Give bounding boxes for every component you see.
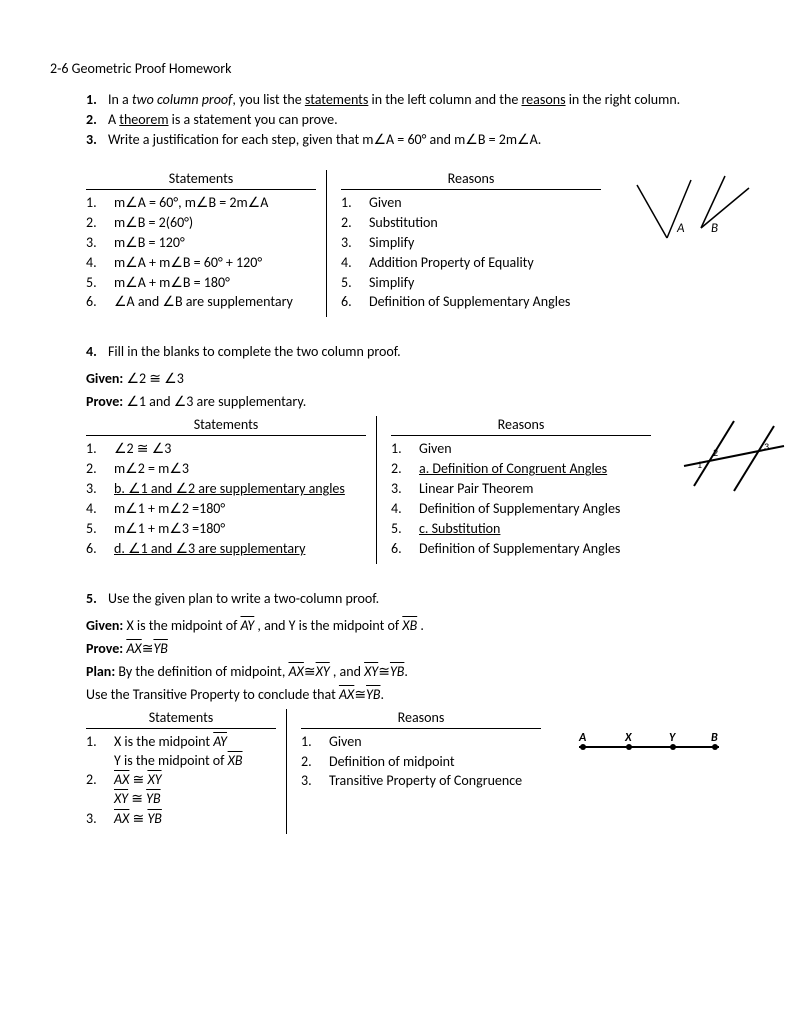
svg-text:Y: Y <box>669 731 676 745</box>
table-row: 6.Definition of Supplementary Angles <box>391 540 651 559</box>
table-row: 5.c. Substitution <box>391 520 651 539</box>
table-row: 1.∠2 ≅ ∠3 <box>86 440 366 459</box>
q4-prove: ∠1 and ∠3 are supplementary. <box>126 393 306 410</box>
table-row: 6.∠A and ∠B are supplementary <box>86 293 316 312</box>
q5-prove-label: Prove: <box>86 640 123 657</box>
q4-given: ∠2 ≅ ∠3 <box>126 370 183 387</box>
table-row: 2.AX ≅ XYXY ≅ YB <box>86 771 276 809</box>
intro-list: 1.In a two column proof, you list the st… <box>86 91 741 148</box>
svg-text:2: 2 <box>713 446 718 459</box>
q5-stmt-header: Statements <box>86 709 276 729</box>
q5-plan2: Use the Transitive Property to conclude … <box>86 686 384 703</box>
table-row: 4.Addition Property of Equality <box>341 254 601 273</box>
table-row: 1.Given <box>341 194 601 213</box>
svg-text:A: A <box>676 221 685 236</box>
angle-diagram-ab: A B <box>629 170 759 260</box>
svg-text:3: 3 <box>764 440 769 453</box>
table-row: 3.m∠B = 120° <box>86 234 316 253</box>
segment-diagram-axyb: A X Y B <box>569 729 729 769</box>
q3-reason-header: Reasons <box>341 170 601 190</box>
q5-prove: AX≅YB <box>126 640 168 657</box>
intersecting-lines-diagram: 1 2 3 <box>679 416 789 496</box>
q4-prove-label: Prove: <box>86 393 123 410</box>
page-title: 2-6 Geometric Proof Homework <box>50 60 741 77</box>
table-row: 1.Given <box>301 733 541 752</box>
table-row: 2.Substitution <box>341 214 601 233</box>
table-row: 5.Simplify <box>341 274 601 293</box>
q4-given-label: Given: <box>86 370 123 387</box>
table-row: 5.m∠1 + m∠3 =180° <box>86 520 366 539</box>
q4-stmt-header: Statements <box>86 416 366 436</box>
q4-reason-header: Reasons <box>391 416 651 436</box>
table-row: 2.m∠B = 2(60°) <box>86 214 316 233</box>
table-row: 6.Definition of Supplementary Angles <box>341 293 601 312</box>
q5-lead-text: Use the given plan to write a two-column… <box>108 590 379 607</box>
q5-reason-header: Reasons <box>301 709 541 729</box>
svg-text:A: A <box>578 731 587 745</box>
q5-given: X is the midpoint of AY , and Y is the m… <box>126 617 423 634</box>
table-row: 4.Definition of Supplementary Angles <box>391 500 651 519</box>
q5-plan: By the definition of midpoint, AX≅XY , a… <box>118 663 408 680</box>
table-row: 4.m∠1 + m∠2 =180° <box>86 500 366 519</box>
table-row: 3.b. ∠1 and ∠2 are supplementary angles <box>86 480 366 499</box>
svg-text:B: B <box>711 731 718 745</box>
table-row: 4.m∠A + m∠B = 60° + 120° <box>86 254 316 273</box>
q3-stmt-header: Statements <box>86 170 316 190</box>
q5-proof-table: Statements 1.X is the midpoint AYY is th… <box>86 709 551 834</box>
svg-text:B: B <box>711 221 718 236</box>
table-row: 2.m∠2 = m∠3 <box>86 460 366 479</box>
table-row: 3.Linear Pair Theorem <box>391 480 651 499</box>
intro-item: 2.A theorem is a statement you can prove… <box>86 111 741 128</box>
intro-item: 1.In a two column proof, you list the st… <box>86 91 741 108</box>
table-row: 2.a. Definition of Congruent Angles <box>391 460 651 479</box>
table-row: 6.d. ∠1 and ∠3 are supplementary <box>86 540 366 559</box>
table-row: 3.Simplify <box>341 234 601 253</box>
q5-given-label: Given: <box>86 617 123 634</box>
q5-number: 5. <box>86 590 108 607</box>
q3-proof-table: Statements 1.m∠A = 60°, m∠B = 2m∠A2.m∠B … <box>86 170 611 317</box>
table-row: 1.m∠A = 60°, m∠B = 2m∠A <box>86 194 316 213</box>
table-row: 5.m∠A + m∠B = 180° <box>86 274 316 293</box>
table-row: 1.Given <box>391 440 651 459</box>
svg-text:X: X <box>624 731 633 745</box>
table-row: 3.AX ≅ YB <box>86 810 276 829</box>
table-row: 3.Transitive Property of Congruence <box>301 772 541 791</box>
q4-proof-table: Statements 1.∠2 ≅ ∠32.m∠2 = m∠33.b. ∠1 a… <box>86 416 661 563</box>
intro-item: 3.Write a justification for each step, g… <box>86 131 741 148</box>
q5-plan-label: Plan: <box>86 663 115 680</box>
q4-lead-text: Fill in the blanks to complete the two c… <box>108 343 401 360</box>
q4-number: 4. <box>86 343 108 360</box>
table-row: 1.X is the midpoint AYY is the midpoint … <box>86 733 276 771</box>
table-row: 2.Definition of midpoint <box>301 753 541 772</box>
svg-text:1: 1 <box>697 458 702 471</box>
